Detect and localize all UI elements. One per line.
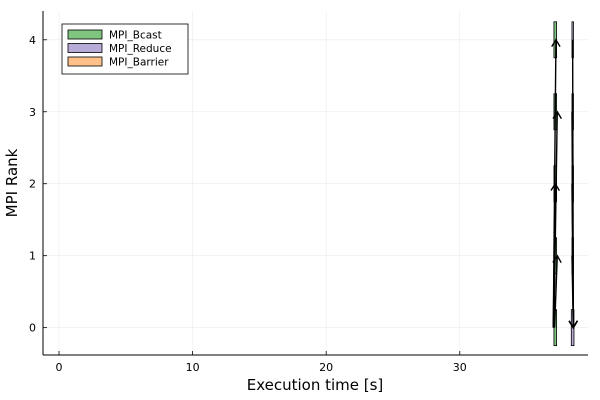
legend-label: MPI_Bcast — [109, 30, 162, 42]
x-tick-label: 0 — [56, 361, 63, 374]
legend-label: MPI_Barrier — [109, 57, 169, 69]
grid — [43, 11, 588, 355]
axes — [42, 11, 588, 356]
legend-label: MPI_Reduce — [109, 43, 172, 55]
y-tick-label: 2 — [29, 178, 36, 191]
message-arrowhead — [551, 38, 561, 48]
message-arrowhead — [550, 182, 560, 191]
y-axis-label: MPI Rank — [3, 148, 21, 217]
message-arrows — [550, 38, 579, 329]
y-tick-label: 1 — [29, 250, 36, 263]
x-tick-label: 10 — [186, 361, 200, 374]
plot-area — [550, 21, 579, 347]
message-arrowhead — [552, 110, 562, 119]
y-tick-label: 3 — [29, 106, 36, 119]
tick-labels: 0 10 20 30 0 1 2 3 4 — [29, 34, 467, 374]
x-tick-label: 30 — [453, 361, 467, 374]
message-line — [553, 255, 558, 328]
y-tick-label: 4 — [29, 34, 36, 47]
message-arrowhead — [552, 254, 562, 264]
message-arrowhead — [568, 320, 578, 329]
legend-swatch — [67, 43, 103, 53]
legend-swatch — [67, 56, 103, 67]
message-line — [552, 183, 556, 328]
legend-swatch — [67, 29, 103, 40]
message-line — [571, 255, 575, 328]
message-line — [553, 111, 558, 328]
x-axis-label: Execution time [s] — [247, 376, 384, 394]
y-tick-label: 0 — [29, 322, 36, 335]
x-tick-label: 20 — [319, 361, 333, 374]
